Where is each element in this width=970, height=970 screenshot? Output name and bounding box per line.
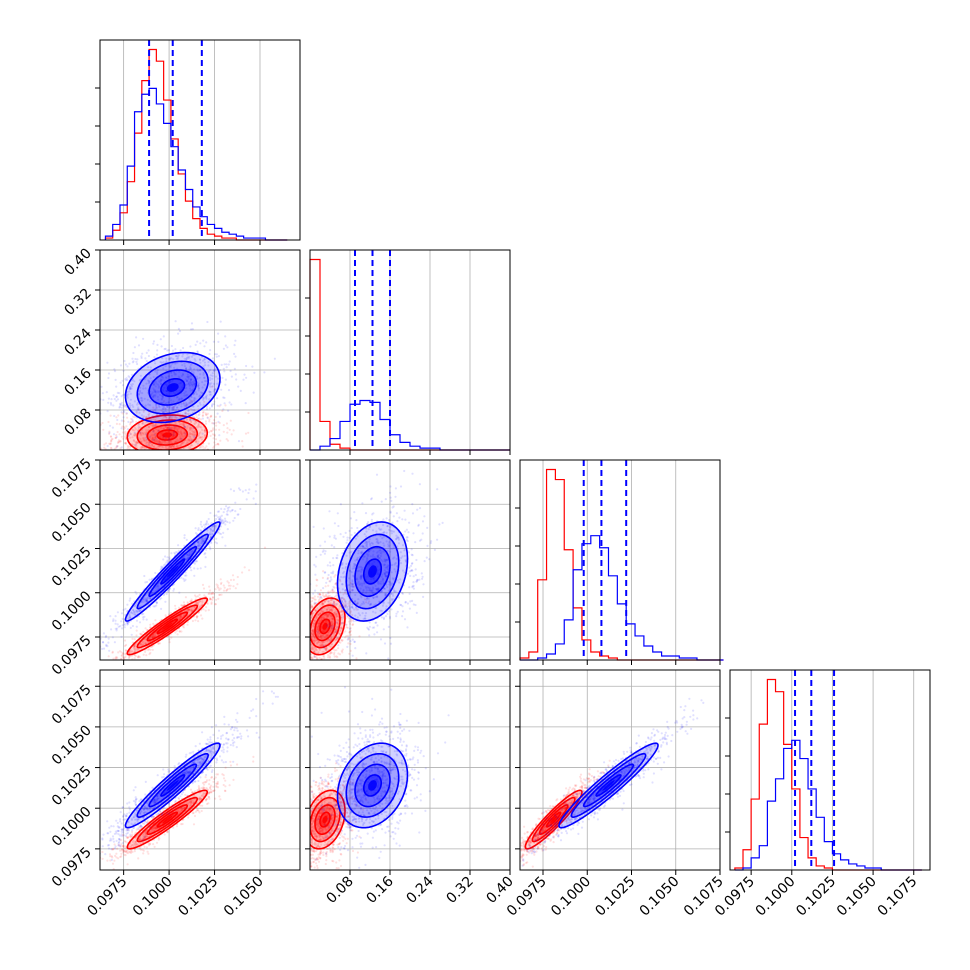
panel-frame xyxy=(99,39,301,241)
x-tick-label: 0.1075 xyxy=(875,874,921,920)
x-tick-label: 0.1000 xyxy=(753,874,799,920)
contour-core-red xyxy=(322,622,328,630)
y-tick-label: 0.16 xyxy=(61,365,94,398)
scatter-layer xyxy=(100,483,267,660)
x-tick-label: 0.1000 xyxy=(130,874,176,920)
contour-core-red xyxy=(322,815,328,824)
panel-frame xyxy=(99,249,301,451)
panel-3-0: 0.0975 0.1000 0.1025 0.10500.09750.10000.10… xyxy=(49,669,301,920)
panel-frame xyxy=(519,669,721,871)
panel-frame xyxy=(309,249,511,451)
contour-core-blue xyxy=(166,383,179,392)
y-tick-label: 0.1000 xyxy=(49,804,95,850)
panel-frame xyxy=(729,669,931,871)
x-tick-label: 0.1000 xyxy=(548,874,594,920)
y-tick-label: 0.1025 xyxy=(49,763,95,809)
contour-red xyxy=(310,597,346,656)
x-tick-label: 0.24 xyxy=(403,873,436,906)
y-tick-label: 0.0975 xyxy=(49,633,95,679)
histogram-blue-1 xyxy=(310,399,510,451)
contour-core-blue xyxy=(368,565,377,578)
x-tick-label: 0.08 xyxy=(323,874,356,907)
x-tick-label: 0.0975 xyxy=(85,874,131,920)
histogram-red-2 xyxy=(519,468,724,661)
y-tick-label: 0.0975 xyxy=(49,844,95,890)
panel-frame xyxy=(309,459,511,661)
y-tick-label: 0.1000 xyxy=(49,588,95,634)
contour-red xyxy=(310,789,346,850)
contour-core-red xyxy=(162,622,173,630)
panel-frame xyxy=(99,459,301,661)
histogram-blue-2 xyxy=(520,535,724,661)
panel-3-1: 0.08 0.16 0.24 0.32 0.40 xyxy=(305,669,517,907)
x-tick-label: 0.1025 xyxy=(793,874,839,920)
panel-diagonal-0 xyxy=(95,39,301,245)
panel-2-1 xyxy=(305,459,511,665)
panel-frame xyxy=(99,669,301,871)
panel-diagonal-1 xyxy=(305,249,511,455)
y-tick-label: 0.1075 xyxy=(49,456,95,502)
y-tick-label: 0.08 xyxy=(61,406,94,439)
histogram-blue-3 xyxy=(734,739,922,871)
scatter-layer xyxy=(520,697,705,870)
x-tick-label: 0.1025 xyxy=(592,874,638,920)
contour-red xyxy=(126,414,209,450)
y-tick-label: 0.24 xyxy=(61,325,94,358)
y-tick-label: 0.1025 xyxy=(49,544,95,590)
panel-frame xyxy=(519,459,721,661)
contour-core-blue xyxy=(602,780,615,791)
x-tick-label: 0.1025 xyxy=(175,874,221,920)
y-tick-label: 0.32 xyxy=(61,286,94,319)
contour-core-red xyxy=(550,815,558,824)
y-tick-label: 0.40 xyxy=(61,246,94,279)
y-tick-label: 0.1075 xyxy=(49,682,95,728)
contour-core-blue xyxy=(368,780,377,791)
scatter-layer xyxy=(100,320,276,450)
x-tick-label: 0.1050 xyxy=(221,874,267,920)
scatter-layer xyxy=(310,469,444,660)
histogram-blue-0 xyxy=(104,87,288,241)
x-tick-label: 0.1050 xyxy=(637,874,683,920)
scatter-layer xyxy=(310,686,450,870)
panel-diagonal-2 xyxy=(515,459,724,665)
y-tick-label: 0.1050 xyxy=(49,722,95,768)
x-tick-label: 0.16 xyxy=(363,873,396,906)
x-tick-label: 0.1050 xyxy=(834,874,880,920)
contour-core-red xyxy=(162,815,173,824)
contour-core-blue xyxy=(166,780,179,791)
x-tick-label: 0.32 xyxy=(443,874,476,907)
panel-1-0: 0.08 0.16 0.24 0.32 0.40 xyxy=(61,246,301,455)
panel-frame xyxy=(309,669,511,871)
y-tick-label: 0.1050 xyxy=(49,500,95,546)
scatter-layer xyxy=(100,690,279,870)
contour-core-blue xyxy=(166,565,179,578)
contour-core-red xyxy=(162,432,173,438)
